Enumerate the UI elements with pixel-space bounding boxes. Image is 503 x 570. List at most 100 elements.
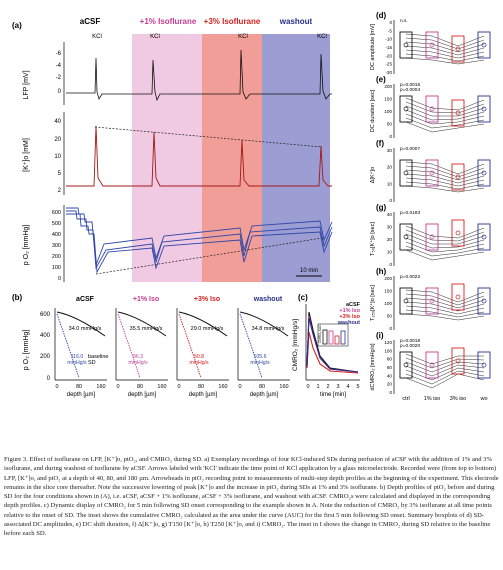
boxplot [399, 31, 413, 59]
kcl-label: KCl [238, 34, 248, 40]
right-ytick: 10 [387, 250, 393, 255]
boxplot [451, 283, 465, 311]
right-ytick: 100 [384, 301, 392, 306]
svg-text:600: 600 [52, 210, 61, 216]
right-ytick: 200 [384, 276, 392, 281]
b-xtick: 160 [279, 384, 288, 390]
b-subplot: +3% Iso 29.0 mmHg/s 50.8 mmHg/s 0 80 160depth … [176, 296, 229, 398]
right-panel: (h) T₂₅₀[K⁺]o [sec] 200 150 100 50 0 p=0.0022 [369, 267, 491, 331]
paired-line [405, 101, 485, 114]
boxplot [425, 351, 439, 379]
paired-line [405, 161, 485, 175]
paired-line [405, 353, 484, 365]
b-subplot: +1% Iso 35.5 mmHg/s 96.3 mmHg/s 0 80 160depth … [115, 296, 168, 398]
b-subplot-title: +1% Iso [133, 296, 159, 303]
b-xtick: 80 [198, 384, 204, 390]
cond-acsf: aCSF [80, 17, 101, 26]
right-ytick: 80 [387, 357, 393, 362]
k-ylabel: [K⁺]o [mM] [23, 138, 30, 172]
right-ytick: 0 [389, 198, 392, 203]
po2-trend [95, 237, 323, 275]
boxplot-mean [455, 358, 461, 364]
right-ytick: -30 [385, 70, 392, 75]
b-baseline-value: 29.0 mmHg/s [191, 326, 224, 332]
paired-line [405, 109, 485, 121]
panel-c-label: (c) [298, 293, 308, 302]
shade-iso3 [202, 34, 262, 282]
svg-text:1: 1 [316, 384, 319, 390]
right-ytick: -5 [388, 28, 393, 33]
b-legend-baseline: baseline [88, 354, 109, 360]
boxplot [425, 223, 439, 251]
right-panel-label: (e) [376, 75, 386, 84]
boxplot-mean [429, 362, 435, 368]
cond-iso1: +1% Isoflurane [140, 17, 197, 26]
paired-line [405, 173, 485, 184]
right-ytick: 100 [384, 109, 392, 114]
right-ytick: -25 [385, 62, 392, 67]
svg-text:-2: -2 [56, 75, 62, 81]
b-sd-value: 105.6 mmHg/s [250, 354, 270, 366]
b-sd-curve [178, 313, 202, 379]
paired-line [405, 169, 485, 181]
b-xlabel: depth [µm] [128, 392, 157, 398]
kcl-markers: KCl KCl KCl KCl [92, 34, 327, 40]
boxplot-mean [429, 298, 435, 304]
boxplot-mean [481, 362, 487, 368]
b-sd-curve [117, 313, 141, 379]
cond-washout: washout [279, 17, 313, 26]
b-sd-curve [56, 313, 80, 379]
b-legend-sd: SD [88, 360, 96, 366]
svg-text:300: 300 [52, 243, 61, 249]
b-xtick: 80 [259, 384, 265, 390]
right-xlabel: 3% iso [450, 396, 467, 402]
right-ytick: 200 [384, 84, 392, 89]
right-ytick: 150 [384, 97, 392, 102]
boxplot-mean [403, 362, 409, 368]
right-ytick: 10 [387, 181, 393, 186]
k-trace [66, 125, 332, 187]
boxplot [399, 351, 413, 379]
right-ytick: 30 [387, 148, 393, 153]
right-panel: (i)dCMRO₂ [mmHg/s] 120 100 80 60 40 20 0 p=0.001… [370, 331, 491, 395]
right-pvalue: p=0.0183 [400, 210, 420, 216]
right-panel-ylabel: T₂₅₀[K⁺]o [sec] [369, 285, 376, 321]
svg-text:10: 10 [54, 154, 61, 160]
b-xlabel: depth [µm] [67, 392, 96, 398]
right-pvalue: p=0.0007 [400, 146, 420, 152]
right-panel-label: (h) [376, 267, 387, 276]
svg-text:600: 600 [40, 312, 51, 318]
c-inset: CMRO₂ AUC [317, 323, 349, 347]
svg-text:4: 4 [346, 384, 349, 390]
figure-caption: Figure 3. Effect of isoflurane on LFP, [… [4, 456, 499, 538]
b-xtick: 80 [76, 384, 82, 390]
right-ytick: 120 [384, 340, 392, 345]
paired-line [405, 364, 485, 377]
right-ytick: 50 [387, 314, 393, 319]
scalebar-label: 10 min [300, 268, 318, 274]
boxplot-mean [403, 42, 409, 48]
svg-text:400: 400 [52, 232, 61, 238]
boxplot-mean [429, 234, 435, 240]
b-xtick: 80 [137, 384, 143, 390]
boxplot [425, 95, 439, 123]
b-baseline-value: 34.0 mmHg/s [69, 326, 102, 332]
right-ytick: 20 [387, 382, 393, 387]
boxplot-mean [455, 46, 461, 52]
right-panel-ylabel: DC duration [sec] [370, 89, 376, 132]
boxplot-mean [455, 230, 461, 236]
lfp-ylabel: LFP [mV] [23, 70, 30, 99]
paired-line [405, 301, 485, 312]
b-xtick: 0 [55, 384, 58, 390]
boxplot [425, 287, 439, 315]
boxplot-mean [403, 234, 409, 240]
right-panel-label: (d) [376, 11, 387, 20]
right-panel-ylabel: Δ[K⁺]o [369, 167, 376, 183]
b-xtick: 160 [218, 384, 227, 390]
svg-text:40: 40 [54, 119, 61, 125]
svg-text:-6: -6 [56, 51, 62, 57]
boxplot-mean [403, 106, 409, 112]
b-baseline-curve [178, 311, 228, 337]
shade-washout [262, 34, 330, 282]
